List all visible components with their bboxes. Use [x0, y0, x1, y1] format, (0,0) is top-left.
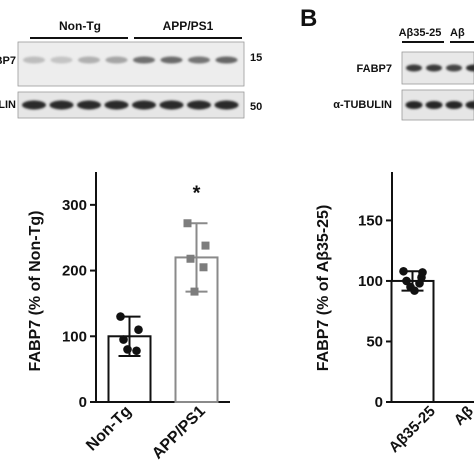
chart-b-xtick-label-0: Aβ35-25: [386, 403, 439, 456]
chart-b-point-0-6: [418, 268, 427, 277]
chart-a: FABP7 (% of Non-Tg) Non-Tg APP/PS1 0 100 2…: [27, 172, 230, 463]
chart-b-ytick-label-0: 0: [375, 394, 383, 411]
chart-a-point-1-1: [201, 241, 210, 250]
blot-b-group-label-1: Aβ35-25: [399, 27, 442, 39]
blot-b-fabp7-band-1: [426, 64, 442, 72]
chart-a-ytick-label-3: 300: [62, 197, 87, 214]
chart-b-bar-0: [390, 279, 435, 403]
panel-b-blot: B Aβ35-25 Aβ FABP7 α-TUBULIN: [300, 5, 474, 121]
chart-a-point-1-2: [186, 254, 195, 263]
blot-b-row-label-fabp7: FABP7: [357, 63, 392, 75]
blot-a-fabp7-band-0: [23, 56, 45, 64]
chart-a-point-1-4: [190, 287, 199, 296]
panel-b-letter: B: [300, 5, 317, 32]
chart-b-point-0-5: [410, 286, 419, 295]
blot-b-tubulin-band-1: [425, 101, 443, 109]
chart-a-point-0-4: [123, 345, 132, 354]
blot-b-fabp7-band-2: [446, 64, 462, 72]
chart-a-point-0-1: [134, 325, 143, 335]
blot-b-tubulin-band-0: [405, 101, 423, 109]
blot-b-fabp7-band-3: [466, 64, 474, 72]
chart-b-ytick-label-3: 150: [358, 212, 383, 229]
chart-b-ytick-label-1: 50: [366, 333, 383, 350]
blot-a-tubulin-band-4: [132, 100, 156, 110]
chart-a-point-0-0: [116, 312, 125, 321]
blot-b-tubulin-bands: [405, 101, 474, 109]
blot-a-tubulin-band-2: [77, 100, 101, 110]
blot-a-fabp7-band-3: [105, 56, 128, 64]
blot-b-tubulin-band-2: [445, 101, 463, 109]
blot-a-mw-15: 15: [250, 52, 262, 64]
blot-a-tubulin-band-5: [159, 100, 184, 110]
chart-a-point-0-3: [132, 346, 141, 356]
blot-b-fabp7-bands: [406, 64, 474, 72]
blot-a-group-label-nontg: Non-Tg: [59, 19, 101, 33]
blot-a-mw-50: 50: [250, 101, 262, 113]
blot-a-fabp7-band-2: [78, 56, 100, 64]
blot-a-tubulin-band-7: [214, 100, 239, 110]
blot-a-tubulin-band-6: [187, 100, 211, 110]
chart-b-point-0-2: [402, 276, 411, 286]
chart-a-ylabel: FABP7 (% of Non-Tg): [27, 211, 44, 372]
blot-b-group-label-2: Aβ: [450, 27, 465, 39]
blot-a-row-label-tubulin: TUBULIN: [0, 99, 16, 111]
blot-a-row-label-fabp7: FABP7: [0, 55, 16, 67]
blot-a-fabp7-strip: [17, 41, 245, 87]
blot-a-fabp7-band-5: [160, 56, 183, 64]
blot-b-tubulin-band-3: [465, 101, 474, 109]
blot-a-tubulin-bands: [22, 100, 239, 110]
chart-b-ylabel: FABP7 (% of Aβ35-25): [315, 205, 332, 372]
chart-b: FABP7 (% of Aβ35-25) Aβ35-25 Aβ 0 50 100 15…: [315, 172, 474, 456]
chart-a-point-1-3: [199, 263, 208, 272]
chart-a-xtick-label-0: Non-Tg: [83, 403, 135, 455]
chart-a-point-1-0: [183, 219, 192, 228]
blot-a-group-label-appps1: APP/PS1: [163, 19, 214, 33]
chart-b-ytick-label-2: 100: [358, 273, 383, 290]
blot-a-tubulin-band-1: [49, 100, 74, 110]
chart-a-xtick-label-1: APP/PS1: [149, 403, 209, 463]
blot-a-tubulin-band-3: [104, 100, 129, 110]
chart-a-ytick-label-2: 200: [62, 263, 87, 280]
blot-a-fabp7-band-7: [215, 56, 238, 64]
chart-a-point-0-2: [119, 335, 128, 344]
blot-a-fabp7-bands: [23, 56, 238, 64]
chart-b-xtick-label-1: Aβ: [451, 403, 474, 429]
blot-a-fabp7-band-1: [50, 56, 73, 64]
chart-a-ytick-label-1: 100: [62, 328, 87, 345]
blot-a-fabp7-band-6: [188, 56, 210, 64]
blot-a-tubulin-band-0: [22, 100, 46, 110]
chart-b-point-0-0: [399, 266, 408, 276]
chart-a-ytick-label-0: 0: [79, 394, 87, 411]
blot-a-fabp7-band-4: [133, 56, 155, 64]
chart-b-point-0-3: [415, 279, 424, 288]
panel-a-blot: Non-Tg APP/PS1 FABP7 15 TUBULIN 50: [0, 19, 262, 119]
blot-b-fabp7-band-0: [406, 64, 422, 72]
blot-b-row-label-tubulin: α-TUBULIN: [333, 99, 392, 111]
chart-a-significance-1: *: [193, 182, 201, 204]
